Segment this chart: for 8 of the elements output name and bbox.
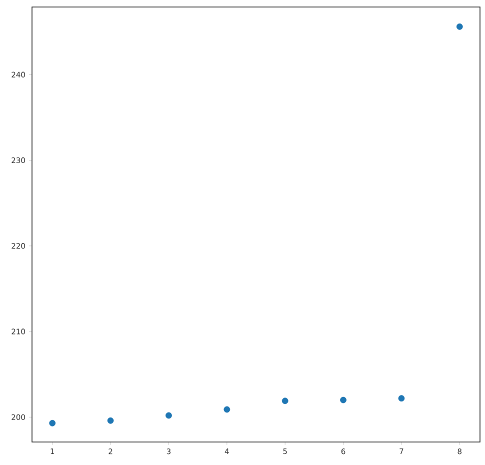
point — [166, 412, 172, 419]
point — [224, 406, 230, 413]
point — [340, 396, 346, 404]
point — [49, 420, 56, 426]
point — [398, 395, 405, 402]
point — [456, 23, 463, 30]
point — [107, 417, 114, 424]
point — [282, 398, 288, 404]
